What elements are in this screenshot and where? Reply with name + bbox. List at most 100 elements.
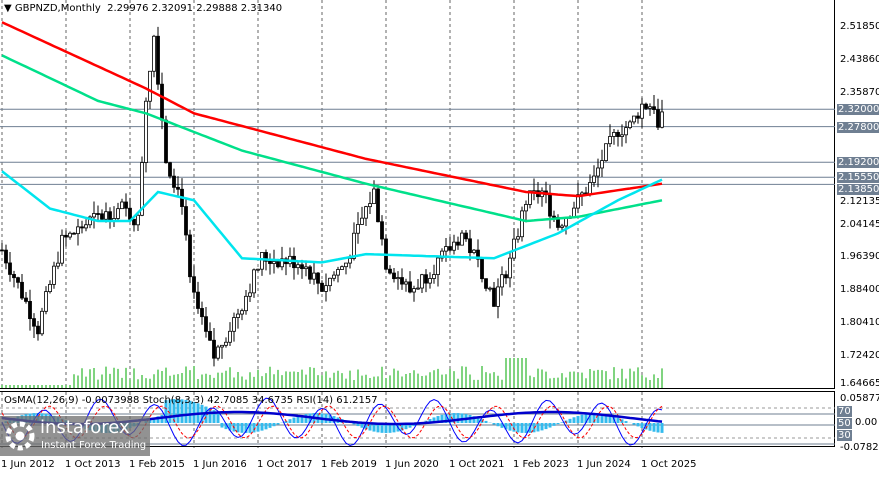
candle-body [484, 278, 488, 289]
candle-body [88, 216, 92, 226]
candle-body [68, 232, 72, 238]
candle-body [628, 121, 632, 129]
osma-bar [304, 414, 308, 423]
price-chart[interactable] [0, 0, 835, 389]
ma-red-line [1, 21, 663, 198]
candle-body [212, 339, 216, 359]
gear-logo-icon [5, 421, 35, 451]
osma-bar [600, 413, 604, 423]
osma-bar [452, 413, 456, 423]
osma-bar [364, 423, 368, 430]
osma-bar [372, 423, 376, 432]
osma-bar [548, 423, 552, 428]
candle-body [500, 274, 504, 288]
candle-body [100, 213, 104, 220]
osma-bar [508, 423, 512, 431]
candle-body [396, 277, 400, 280]
candle-body [656, 109, 660, 128]
osma-bar [292, 417, 296, 423]
osma-bar [288, 419, 292, 423]
osma-bar [576, 415, 580, 423]
candle-body [4, 249, 8, 264]
level-price-tag: 2.13850 [837, 184, 879, 195]
candle-body [24, 297, 28, 302]
level-70-tag: 70 [837, 406, 852, 417]
candle-body [596, 167, 600, 177]
candle-body [56, 262, 60, 267]
candle-body [160, 83, 164, 121]
candle-body [424, 274, 428, 284]
price-axis-label: 1.88400 [840, 284, 879, 295]
candle-body [156, 35, 160, 85]
price-axis-label: 1.72420 [840, 350, 879, 361]
candle-body [32, 318, 36, 327]
osma-bar [476, 417, 480, 423]
stoch-signal-line [1, 405, 663, 439]
date-axis-label: 1 Oct 2017 [257, 459, 313, 470]
osma-bar [168, 399, 172, 423]
candle-body [36, 325, 40, 335]
candle-body [612, 132, 616, 137]
osma-bar [540, 423, 544, 431]
osma-bar [580, 414, 584, 423]
date-axis-label: 1 Oct 2021 [449, 459, 505, 470]
osma-bar [648, 423, 652, 431]
open-value: 2.29976 [107, 3, 149, 14]
candle-body [448, 246, 452, 251]
level-price-tag: 2.27800 [837, 122, 879, 133]
osma-bar [588, 413, 592, 423]
candle-body [268, 260, 272, 264]
candle-body [524, 204, 528, 212]
stoch-main-line [1, 397, 663, 447]
osma-bar [188, 400, 192, 423]
osma-bar [408, 423, 412, 428]
candle-body [176, 186, 180, 190]
candle-body [48, 283, 52, 293]
candle-body [364, 206, 368, 219]
candle-body [648, 106, 652, 109]
candle-body [328, 277, 332, 287]
osma-bar [284, 420, 288, 423]
candle-body [224, 341, 228, 346]
osma-bar [392, 423, 396, 433]
candle-body [604, 143, 608, 161]
osma-bar [428, 419, 432, 423]
price-axis-label: 1.80410 [840, 317, 879, 328]
level-price-tag: 2.15550 [837, 172, 879, 183]
osma-bar [260, 423, 264, 431]
candle-body [356, 224, 360, 234]
candle-body [116, 208, 120, 219]
candle-body [196, 291, 200, 309]
candle-body [264, 252, 268, 262]
candle-body [184, 206, 188, 236]
osma-bar [560, 422, 564, 423]
candle-body [172, 175, 176, 188]
osma-bar [660, 423, 664, 433]
candle-body [552, 215, 556, 218]
osma-bar [256, 423, 260, 432]
level-price-tag: 2.19200 [837, 157, 879, 168]
price-axis-label: 2.04145 [840, 219, 879, 230]
candle-body [120, 201, 124, 210]
candle-body [204, 316, 208, 332]
osma-bar [404, 423, 408, 430]
date-axis-label: 1 Jun 2020 [385, 459, 439, 470]
candle-body [84, 224, 88, 229]
candle-body [444, 246, 448, 252]
osma-bar [176, 399, 180, 423]
candle-body [332, 274, 336, 279]
candle-body [208, 330, 212, 341]
osma-bar [500, 423, 504, 428]
candle-body [324, 285, 328, 292]
candle-body [600, 160, 604, 169]
candle-body [260, 252, 264, 270]
candle-body [252, 269, 256, 294]
osma-bar [620, 419, 624, 423]
candle-body [92, 213, 96, 218]
osma-bar [608, 415, 612, 423]
candle-body [368, 203, 372, 208]
osma-bar [568, 418, 572, 423]
candle-body [52, 265, 56, 285]
osma-bar [496, 423, 500, 427]
candle-body [592, 175, 596, 183]
